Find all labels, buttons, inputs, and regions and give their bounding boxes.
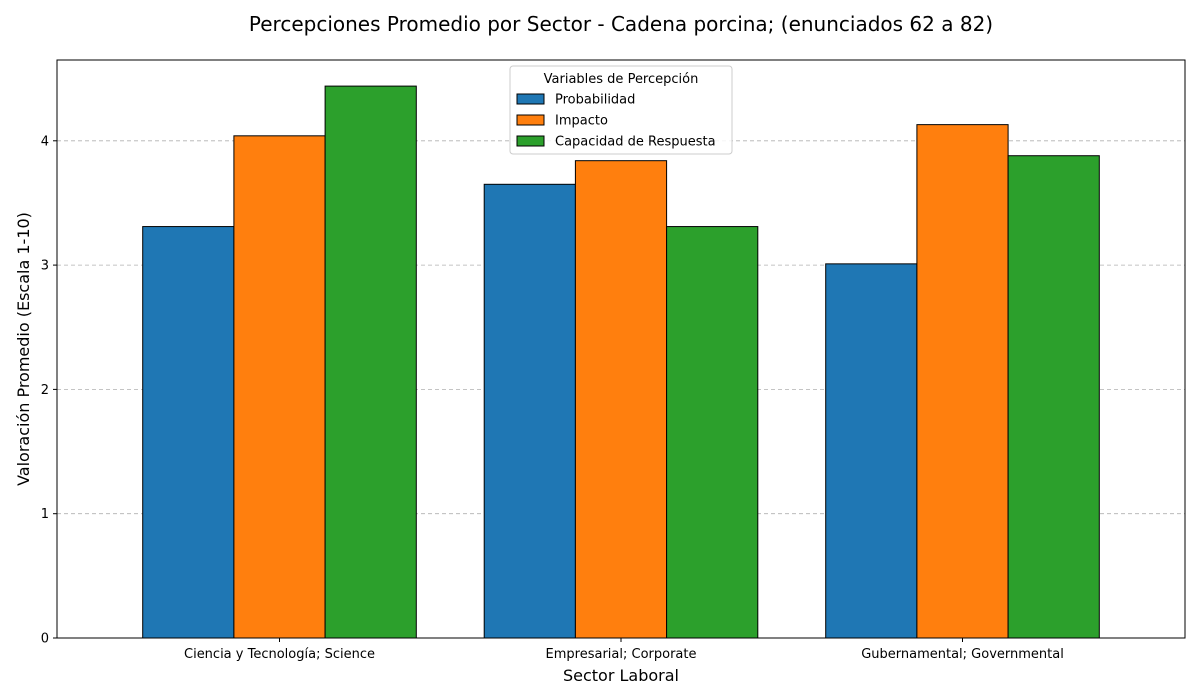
bar-probabilidad [825, 263, 918, 639]
legend-entry: Probabilidad [555, 93, 635, 108]
bar-capacidad-de-respuesta [324, 85, 417, 639]
bar-probabilidad [483, 183, 576, 639]
y-axis-ticks: 0 1 2 3 4 [41, 134, 57, 647]
legend-swatch [516, 135, 545, 147]
bar-capacidad-de-respuesta [1007, 155, 1100, 639]
y-tick-label: 3 [41, 259, 49, 274]
bars [142, 85, 1100, 639]
bar-impacto [916, 124, 1009, 639]
bar-probabilidad [142, 226, 235, 639]
x-tick-label: Ciencia y Tecnología; Science [184, 647, 375, 662]
legend: Variables de Percepción Probabilidad Impa… [509, 65, 733, 155]
x-axis-ticks: Ciencia y Tecnología; Science Empresarial… [184, 638, 1064, 662]
y-axis-label: Valoración Promedio (Escala 1-10) [14, 212, 33, 486]
legend-swatch [516, 93, 545, 105]
y-tick-label: 1 [41, 507, 49, 522]
x-tick-label: Empresarial; Corporate [546, 647, 697, 662]
legend-frame [509, 65, 733, 155]
legend-swatch [516, 114, 545, 126]
y-tick-label: 0 [41, 632, 49, 647]
bar-impacto [233, 135, 326, 639]
x-axis-label: Sector Laboral [563, 666, 679, 685]
y-tick-label: 2 [41, 383, 49, 398]
legend-title: Variables de Percepción [544, 72, 699, 87]
legend-entry: Capacidad de Respuesta [555, 135, 716, 150]
bar-capacidad-de-respuesta [666, 226, 759, 639]
y-tick-label: 4 [41, 134, 49, 149]
chart-title: Percepciones Promedio por Sector - Caden… [249, 12, 993, 36]
legend-entry: Impacto [555, 114, 608, 129]
x-tick-label: Gubernamental; Governmental [861, 647, 1064, 662]
bar-impacto [574, 160, 668, 639]
